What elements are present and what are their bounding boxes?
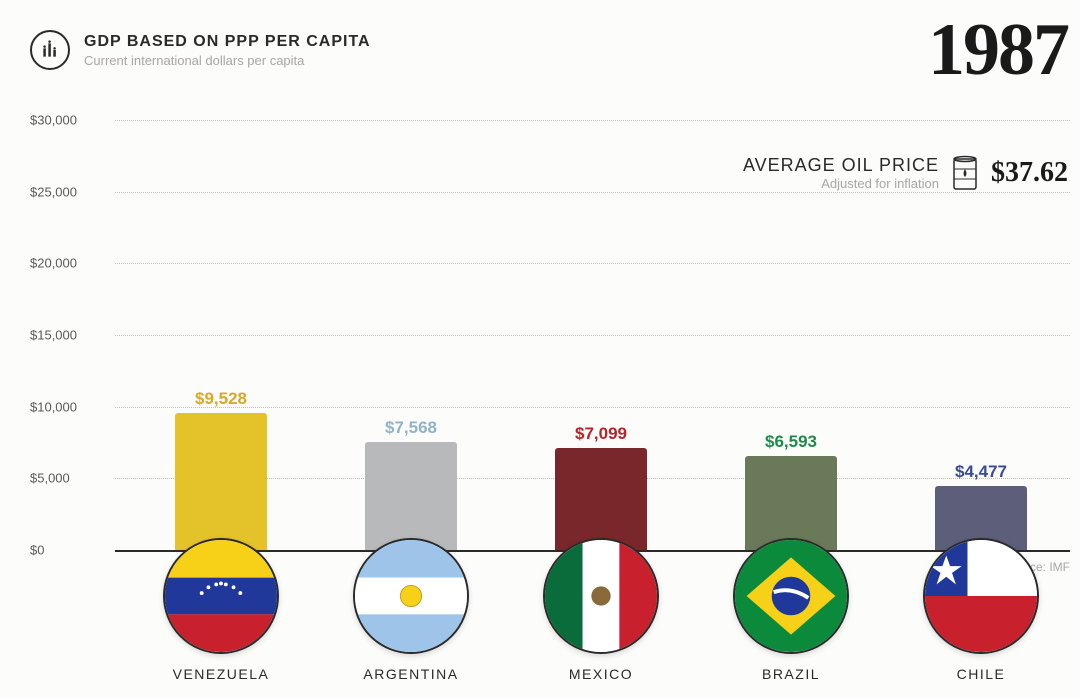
y-tick-label: $30,000	[30, 113, 110, 128]
flag-icon-venezuela	[163, 538, 279, 654]
bars-container: $9,528 $7,568 $7,099 $6,593 $4,477	[115, 120, 1070, 550]
bar-value-label: $9,528	[175, 389, 267, 409]
bar-brazil: $6,593	[745, 456, 837, 550]
country-label: ARGENTINA	[331, 666, 491, 682]
header: GDP BASED ON PPP PER CAPITA Current inte…	[30, 30, 371, 70]
y-tick-label: $25,000	[30, 184, 110, 199]
chart-title: GDP BASED ON PPP PER CAPITA	[84, 33, 371, 51]
bar-value-label: $7,099	[555, 424, 647, 444]
country-label: BRAZIL	[711, 666, 871, 682]
flag-icon-argentina	[353, 538, 469, 654]
y-tick-label: $0	[30, 543, 110, 558]
bar-value-label: $6,593	[745, 432, 837, 452]
chart-subtitle: Current international dollars per capita	[84, 53, 371, 68]
country-label: CHILE	[901, 666, 1061, 682]
bar-value-label: $4,477	[935, 462, 1027, 482]
y-tick-label: $15,000	[30, 328, 110, 343]
flag-icon-brazil	[733, 538, 849, 654]
bar-fill	[555, 448, 647, 550]
flag-icon-mexico	[543, 538, 659, 654]
bars-icon	[30, 30, 70, 70]
y-tick-label: $20,000	[30, 256, 110, 271]
bar-chart: $0$5,000$10,000$15,000$20,000$25,000$30,…	[30, 120, 1070, 680]
x-axis-labels: Source: IMF VENEZUELAARGENTINAMEXICOBRAZ…	[115, 550, 1070, 680]
bar-venezuela: $9,528	[175, 413, 267, 550]
country-label: MEXICO	[521, 666, 681, 682]
bar-fill	[365, 442, 457, 550]
country-label: VENEZUELA	[141, 666, 301, 682]
bar-mexico: $7,099	[555, 448, 647, 550]
y-tick-label: $10,000	[30, 399, 110, 414]
flag-icon-chile	[923, 538, 1039, 654]
bar-value-label: $7,568	[365, 418, 457, 438]
bar-fill	[175, 413, 267, 550]
year-display: 1987	[928, 8, 1068, 93]
y-tick-label: $5,000	[30, 471, 110, 486]
bar-argentina: $7,568	[365, 442, 457, 550]
bar-fill	[745, 456, 837, 550]
